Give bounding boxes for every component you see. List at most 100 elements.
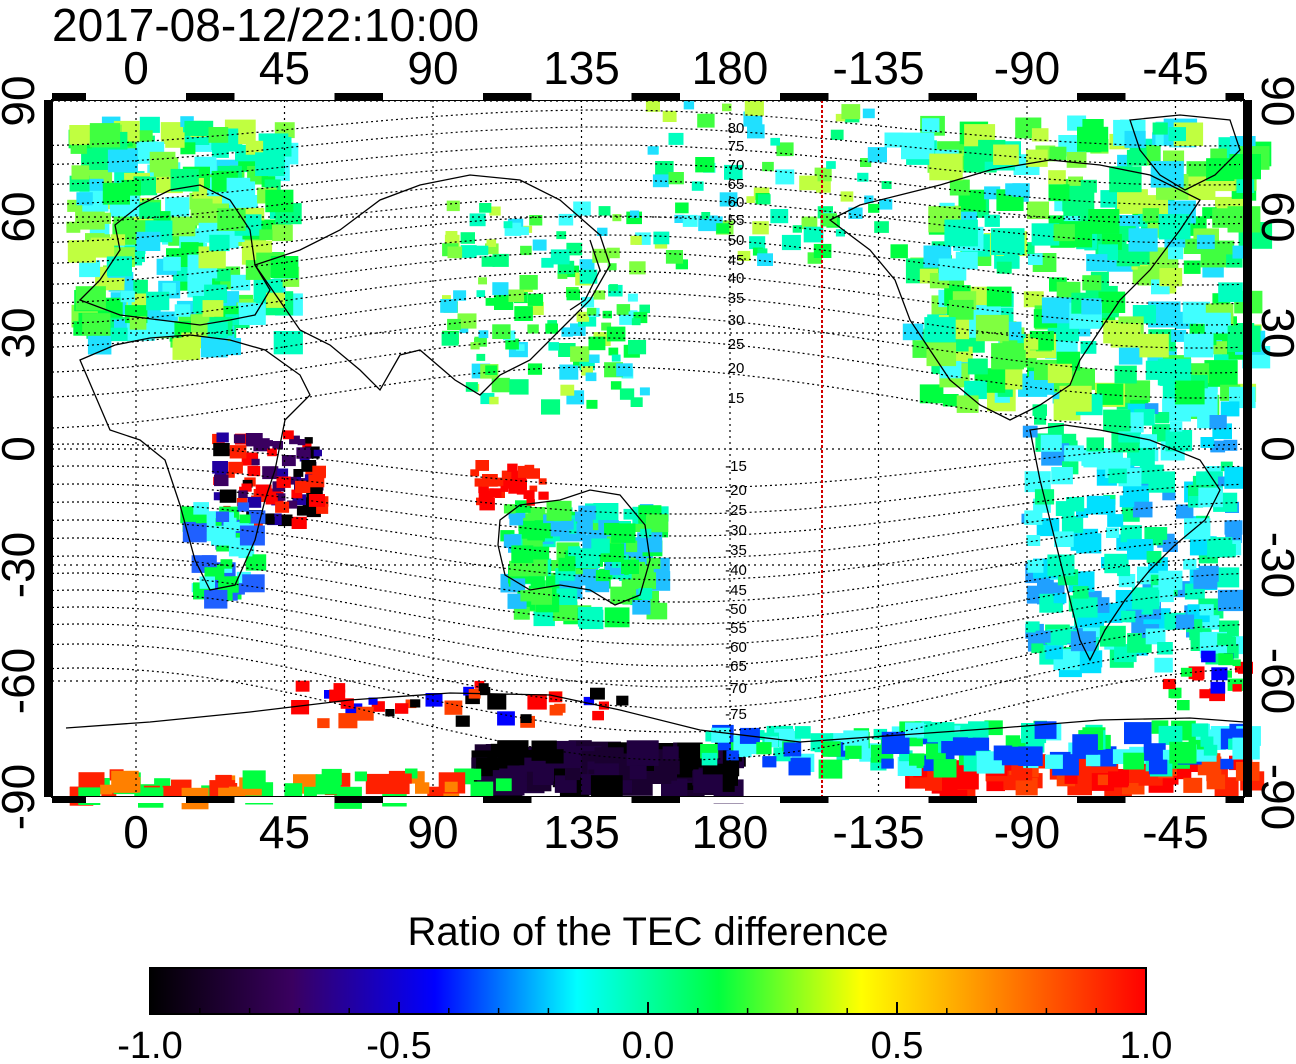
tec-patch: [302, 440, 312, 449]
tec-patch: [1188, 496, 1204, 508]
tec-patch: [415, 782, 430, 794]
tec-patch: [121, 777, 141, 793]
tec-patch: [193, 502, 209, 515]
top-axis-label: -45: [1142, 42, 1208, 94]
tec-patch: [1085, 754, 1101, 767]
tec-patch: [1123, 752, 1145, 770]
tec-patch: [840, 191, 854, 202]
tec-patch: [425, 693, 443, 707]
tec-patch: [881, 731, 910, 754]
tec-patch: [1114, 365, 1137, 384]
tec-patch: [1066, 497, 1085, 512]
tec-patch: [619, 388, 635, 400]
tec-patch: [410, 699, 421, 708]
tec-patch: [595, 570, 610, 582]
tec-patch: [612, 214, 622, 222]
tec-patch: [312, 465, 326, 477]
magnetic-contour-line: [51, 643, 1241, 733]
magnetic-contour-label: 60: [728, 194, 745, 211]
tec-patch: [1218, 653, 1234, 666]
top-axis-label: -135: [832, 42, 924, 94]
tec-patch: [547, 560, 562, 571]
magnetic-contour-line: [51, 162, 1241, 206]
tec-patch: [1204, 360, 1238, 387]
tec-patch: [1176, 700, 1190, 711]
tec-patch: [1086, 254, 1108, 272]
tec-patch: [481, 256, 495, 267]
tec-patch: [1158, 570, 1183, 590]
tec-data-patches: [66, 100, 1273, 810]
tec-patch: [623, 508, 637, 520]
tec-patch: [1072, 597, 1098, 618]
tec-patch: [476, 290, 486, 298]
tec-patch: [165, 197, 190, 217]
tec-patch: [948, 299, 974, 320]
tec-patch: [926, 342, 957, 367]
tec-patch: [550, 521, 570, 537]
tec-patch: [533, 546, 550, 560]
magnetic-contour-line: [51, 314, 1241, 374]
colorbar-tick-label: -1.0: [117, 1025, 182, 1064]
tec-patch: [588, 336, 606, 351]
tec-patch: [474, 338, 484, 346]
tec-patch: [944, 219, 978, 247]
tec-patch: [174, 304, 191, 317]
tec-patch: [984, 720, 1003, 736]
tec-patch: [469, 213, 486, 227]
coast-europe: [78, 184, 271, 326]
tec-patch: [1183, 777, 1203, 793]
tec-patch: [494, 294, 514, 310]
tec-patch: [371, 701, 385, 712]
tec-patch: [1145, 360, 1170, 380]
tec-patch: [503, 221, 513, 229]
tec-patch: [255, 152, 285, 176]
tec-patch: [633, 312, 648, 324]
tec-patch: [1202, 207, 1217, 219]
magnetic-contour-line: [51, 144, 1241, 186]
tec-patch: [1174, 380, 1205, 405]
tec-patch: [308, 474, 325, 488]
magnetic-contour-label: 35: [728, 290, 745, 307]
magnetic-contour-label: 70: [728, 157, 745, 174]
tec-patch: [242, 574, 265, 593]
tec-patch: [1139, 333, 1169, 358]
tec-patch: [66, 221, 81, 233]
bottom-axis-label: -45: [1142, 806, 1208, 858]
tec-patch: [289, 435, 300, 445]
magnetic-contour-line: [51, 623, 1241, 709]
tec-patch: [245, 140, 264, 155]
tec-patch: [794, 726, 811, 739]
tec-patch: [1047, 363, 1072, 384]
tec-patch: [495, 778, 512, 792]
tec-patch: [1128, 228, 1158, 252]
tec-patch: [1015, 777, 1038, 796]
tec-patch: [503, 504, 516, 514]
tec-patch: [241, 483, 252, 492]
left-axis-bar: [44, 100, 52, 797]
magnetic-contour-label: -75: [725, 706, 747, 723]
tec-patch: [509, 379, 529, 395]
tec-patch: [292, 494, 306, 506]
tec-patch: [162, 785, 177, 797]
tec-patch: [868, 203, 880, 213]
magnetic-contour-line: [51, 126, 1241, 166]
magnetic-contour-label: 50: [728, 232, 745, 249]
tec-patch: [505, 338, 519, 350]
tec-patch: [1082, 275, 1102, 291]
coast-asia: [253, 174, 611, 396]
tec-patch: [1061, 515, 1084, 533]
tec-patch: [1127, 539, 1153, 560]
tec-patch: [1032, 404, 1047, 416]
tec-patch: [441, 332, 459, 346]
tec-patch: [559, 364, 579, 380]
tec-patch: [709, 216, 723, 228]
tec-patch: [67, 240, 96, 263]
tec-patch: [862, 108, 875, 119]
tec-patch: [990, 228, 1025, 255]
coast-south-america: [1029, 424, 1221, 662]
right-axis-label: 30: [1252, 307, 1296, 358]
tec-patch: [1099, 625, 1126, 647]
tec-patch: [717, 739, 731, 751]
tec-patch: [891, 726, 904, 737]
tec-patch: [447, 318, 461, 330]
